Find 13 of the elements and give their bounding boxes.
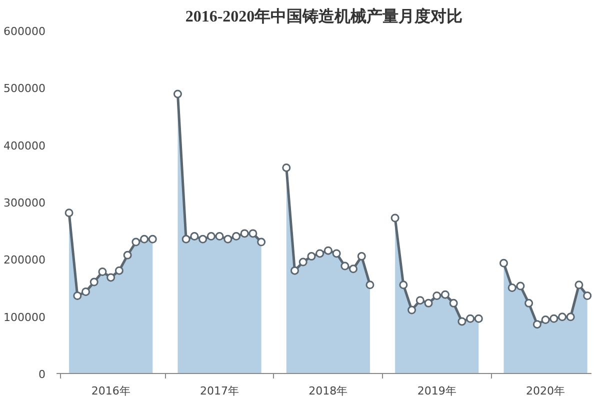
x-tick-label: 2020年 [526, 384, 566, 398]
x-tick-label: 2016年 [91, 384, 130, 398]
y-tick-label: 300000 [4, 196, 46, 210]
x-tick-label: 2019年 [417, 384, 456, 398]
y-tick-label: 100000 [4, 310, 46, 324]
x-tick-label: 2017年 [200, 384, 240, 398]
y-tick-label: 200000 [4, 254, 46, 267]
y-tick-label: 400000 [4, 139, 46, 152]
y-tick-label: 500000 [4, 82, 46, 96]
x-tick-label: 2018年 [308, 384, 348, 398]
chart-title: 2016-2020年中国铸造机械产量月度对比 [185, 6, 463, 26]
y-tick-label: 600000 [4, 25, 46, 38]
y-tick-label: 0 [38, 368, 46, 381]
